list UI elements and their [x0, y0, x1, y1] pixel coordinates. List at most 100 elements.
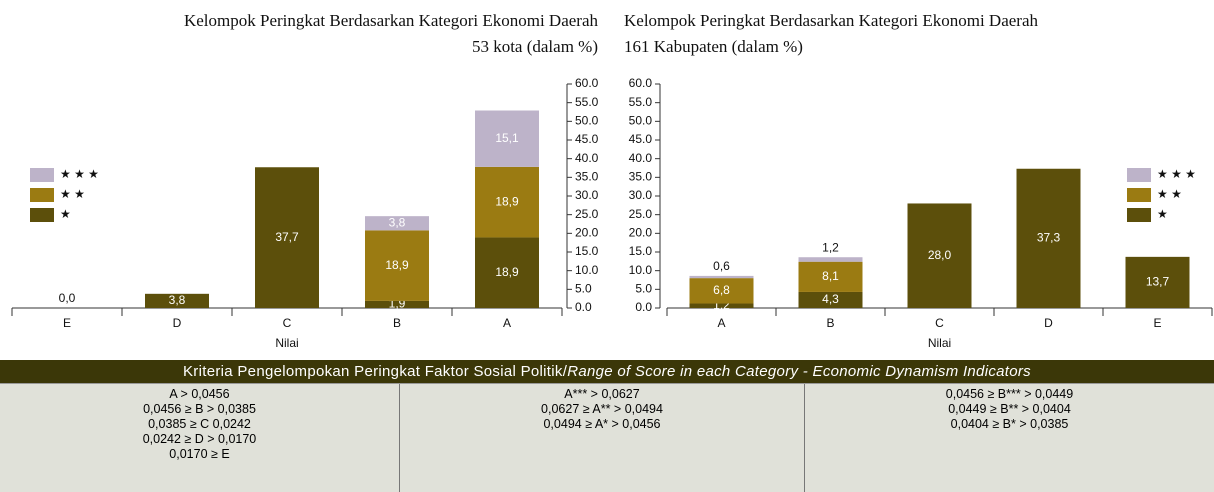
chart-title: Kelompok Peringkat Berdasarkan Kategori …: [184, 11, 599, 30]
bar-segment: [475, 237, 539, 308]
data-label: 28,0: [928, 248, 952, 262]
data-label: 1,2: [822, 240, 839, 254]
criteria-row: 0,0170 ≥ E: [169, 447, 230, 461]
y-tick-label: 25.0: [575, 207, 599, 221]
y-tick-label: 5.0: [575, 282, 592, 296]
criteria-row: 0,0456 ≥ B > 0,0385: [143, 402, 256, 416]
y-tick-label: 35.0: [629, 170, 653, 184]
x-tick-label: B: [393, 316, 401, 330]
x-axis-label: Nilai: [275, 336, 298, 350]
criteria-row: A*** > 0,0627: [564, 387, 640, 401]
criteria-row: A > 0,0456: [169, 387, 230, 401]
chart-title: Kelompok Peringkat Berdasarkan Kategori …: [624, 11, 1039, 30]
legend-label: ★ ★ ★: [1157, 167, 1196, 181]
x-tick-label: B: [826, 316, 834, 330]
criteria-row: 0,0385 ≥ C 0,0242: [148, 417, 251, 431]
bar-segment: [475, 166, 539, 238]
data-label: 4,3: [822, 292, 839, 306]
bar-segment: [689, 303, 754, 308]
bar-segment: [689, 275, 754, 279]
bar-segment: [798, 257, 863, 262]
data-label: 18,9: [495, 265, 519, 279]
y-tick-label: 30.0: [629, 188, 653, 202]
y-tick-label: 50.0: [575, 114, 599, 128]
bar-segment: [798, 261, 863, 292]
y-tick-label: 45.0: [629, 132, 653, 146]
x-tick-label: E: [63, 316, 71, 330]
y-tick-label: 55.0: [575, 95, 599, 109]
y-tick-label: 10.0: [575, 263, 599, 277]
bar-segment: [365, 216, 429, 231]
bar-segment: [365, 230, 429, 301]
criteria-row: 0,0456 ≥ B*** > 0,0449: [945, 387, 1074, 401]
x-axis-label: Nilai: [928, 336, 951, 350]
y-tick-label: 20.0: [629, 226, 653, 240]
bar-segment: [475, 110, 539, 167]
data-label: 0,6: [713, 259, 730, 273]
chart-subtitle: 53 kota (dalam %): [472, 37, 598, 56]
y-tick-label: 0.0: [635, 300, 652, 314]
data-label: 37,3: [1037, 231, 1061, 245]
criteria-row: 0,0627 ≥ A** > 0,0494: [541, 402, 663, 416]
data-label: 15,1: [495, 131, 519, 145]
x-tick-label: C: [935, 316, 944, 330]
legend-label: ★ ★ ★: [60, 167, 99, 181]
table-column: 0,0456 ≥ B*** > 0,0449 0,0449 ≥ B** > 0,0…: [805, 384, 1214, 492]
legend-label: ★: [1157, 207, 1168, 221]
legend-swatch: [1127, 168, 1151, 182]
x-tick-label: A: [503, 316, 511, 330]
data-label: 3,8: [389, 215, 406, 229]
criteria-row: 0,0242 ≥ D > 0,0170: [142, 432, 257, 446]
legend-label: ★ ★: [1157, 187, 1182, 201]
y-tick-label: 55.0: [629, 95, 653, 109]
table-column: A > 0,0456 0,0456 ≥ B > 0,0385 0,0385 ≥ C …: [0, 384, 400, 492]
legend-label: ★: [60, 207, 71, 221]
bar-segment: [907, 203, 972, 308]
bar-segment: [365, 300, 429, 308]
header-italic: Range of Score in each Category - Econom…: [567, 363, 1031, 380]
y-tick-label: 20.0: [575, 226, 599, 240]
data-label: 18,9: [495, 194, 519, 208]
legend-swatch: [1127, 188, 1151, 202]
x-tick-label: E: [1153, 316, 1161, 330]
criteria-table: Kriteria Pengelompokan Peringkat Faktor …: [0, 360, 1214, 492]
legend-label: ★ ★: [60, 187, 85, 201]
y-tick-label: 40.0: [575, 151, 599, 165]
data-label: 3,8: [169, 293, 186, 307]
y-tick-label: 30.0: [575, 188, 599, 202]
y-tick-label: 35.0: [575, 170, 599, 184]
y-tick-label: 50.0: [629, 114, 653, 128]
y-tick-label: 25.0: [629, 207, 653, 221]
data-label: 37,7: [275, 230, 299, 244]
y-tick-label: 60.0: [575, 76, 599, 90]
bar-segment: [145, 293, 209, 308]
table-body: A > 0,0456 0,0456 ≥ B > 0,0385 0,0385 ≥ C …: [0, 383, 1214, 492]
data-label: 13,7: [1146, 275, 1170, 289]
data-label: 18,9: [385, 258, 409, 272]
y-tick-label: 0.0: [575, 300, 592, 314]
y-tick-label: 15.0: [575, 244, 599, 258]
chart-subtitle: 161 Kabupaten (dalam %): [624, 37, 803, 56]
legend-swatch: [30, 188, 54, 202]
y-tick-label: 45.0: [575, 132, 599, 146]
x-tick-label: A: [717, 316, 725, 330]
bar-segment: [255, 167, 319, 308]
y-tick-label: 60.0: [629, 76, 653, 90]
x-tick-label: C: [283, 316, 292, 330]
charts: Kelompok Peringkat Berdasarkan Kategori …: [11, 11, 1213, 350]
criteria-row: 0,0404 ≥ B* > 0,0385: [950, 417, 1069, 431]
bar-segment: [1016, 168, 1081, 308]
data-label: 6,8: [713, 283, 730, 297]
bar-segment: [1125, 256, 1190, 308]
y-tick-label: 10.0: [629, 263, 653, 277]
y-tick-label: 5.0: [635, 282, 652, 296]
criteria-row: 0,0494 ≥ A* > 0,0456: [543, 417, 661, 431]
x-tick-label: D: [173, 316, 182, 330]
y-tick-label: 40.0: [629, 151, 653, 165]
legend-swatch: [30, 208, 54, 222]
x-tick-label: D: [1044, 316, 1053, 330]
legend-swatch: [30, 168, 54, 182]
data-label: 0,0: [59, 291, 76, 305]
bar-segment: [689, 278, 754, 304]
